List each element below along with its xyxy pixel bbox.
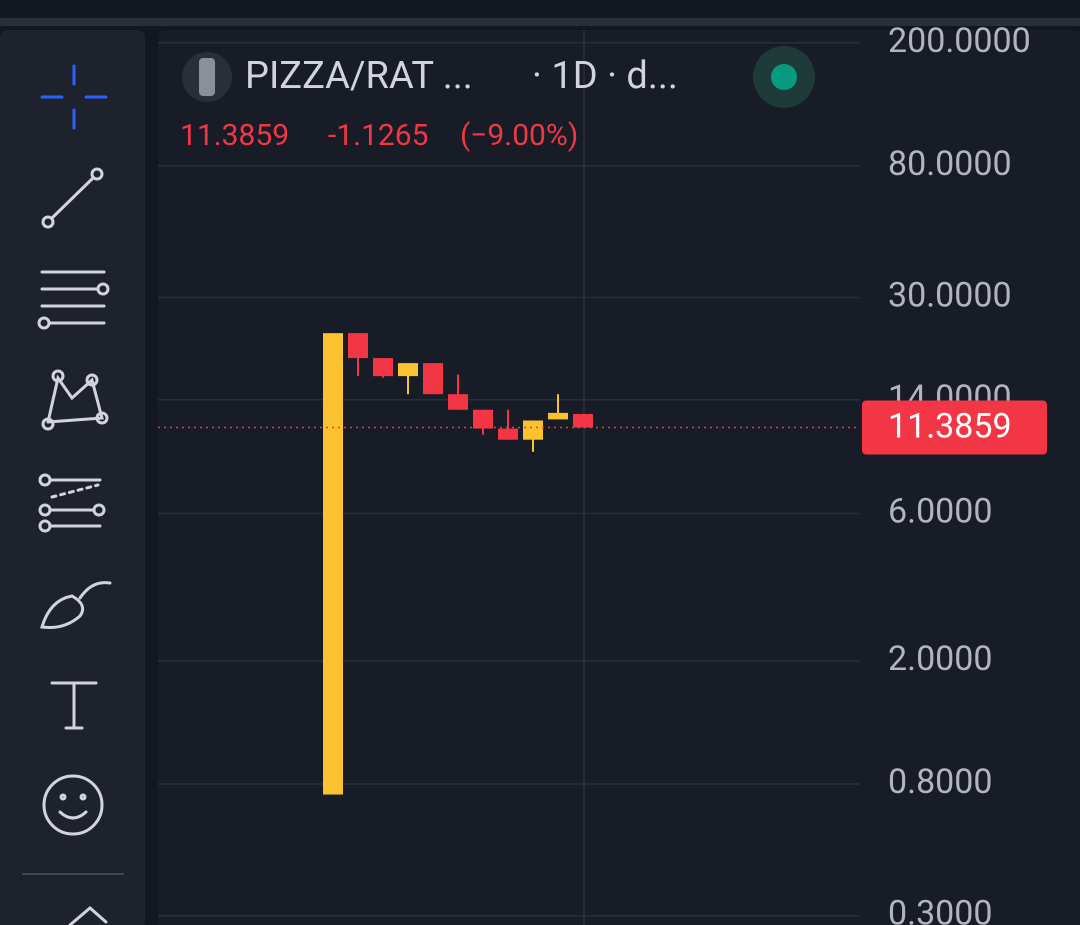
y-tick-label: 0.3000 bbox=[888, 894, 993, 925]
candle-body bbox=[473, 409, 493, 429]
candle-body bbox=[523, 420, 543, 440]
text-tool[interactable] bbox=[50, 681, 98, 730]
y-tick-label: 2.0000 bbox=[888, 639, 993, 679]
price-change-percent: (−9.00%) bbox=[460, 118, 578, 153]
candle-body bbox=[548, 412, 568, 420]
forecast-tool[interactable] bbox=[38, 473, 106, 533]
chart-panel bbox=[158, 30, 1080, 925]
y-tick-label: 30.0000 bbox=[888, 275, 1012, 315]
legend-header: PIZZA/RAT ... · 1D · d... 11.3859 -1.126… bbox=[180, 46, 815, 153]
status-dot bbox=[771, 64, 797, 90]
y-tick-label: 200.0000 bbox=[888, 21, 1031, 61]
trend-line-tool[interactable] bbox=[41, 167, 104, 229]
emoji-tool[interactable] bbox=[42, 774, 104, 836]
top-divider bbox=[0, 18, 1080, 26]
toolbar bbox=[0, 30, 145, 925]
y-tick-label: 0.8000 bbox=[888, 762, 993, 802]
brush-tool[interactable] bbox=[40, 581, 112, 629]
candle-body bbox=[398, 363, 418, 377]
y-tick-label: 80.0000 bbox=[888, 144, 1012, 184]
price-change: -1.1265 bbox=[328, 118, 429, 153]
plot: 200.000080.000030.000014.00006.00002.000… bbox=[158, 21, 1047, 925]
symbol-name[interactable]: PIZZA/RAT ... bbox=[245, 54, 473, 98]
candle-body bbox=[323, 333, 343, 795]
fib-tool[interactable] bbox=[37, 270, 110, 330]
y-tick-label: 6.0000 bbox=[888, 492, 993, 532]
price-label-box bbox=[862, 400, 1047, 455]
crosshair-tool[interactable] bbox=[40, 64, 108, 130]
candle-body bbox=[348, 333, 368, 359]
interval[interactable]: · 1D · d... bbox=[532, 54, 678, 98]
candle-body bbox=[448, 394, 468, 410]
toolbar-icons[interactable] bbox=[22, 64, 124, 925]
eraser-tool[interactable] bbox=[68, 906, 108, 925]
candle-body bbox=[373, 358, 393, 377]
avatar-figure bbox=[199, 58, 215, 96]
candle-body bbox=[498, 428, 518, 440]
candle-body bbox=[423, 363, 443, 395]
last-price: 11.3859 bbox=[180, 118, 289, 153]
pattern-tool[interactable] bbox=[41, 369, 109, 431]
candle-body bbox=[573, 413, 593, 428]
price-label: 11.3859 bbox=[888, 407, 1012, 447]
